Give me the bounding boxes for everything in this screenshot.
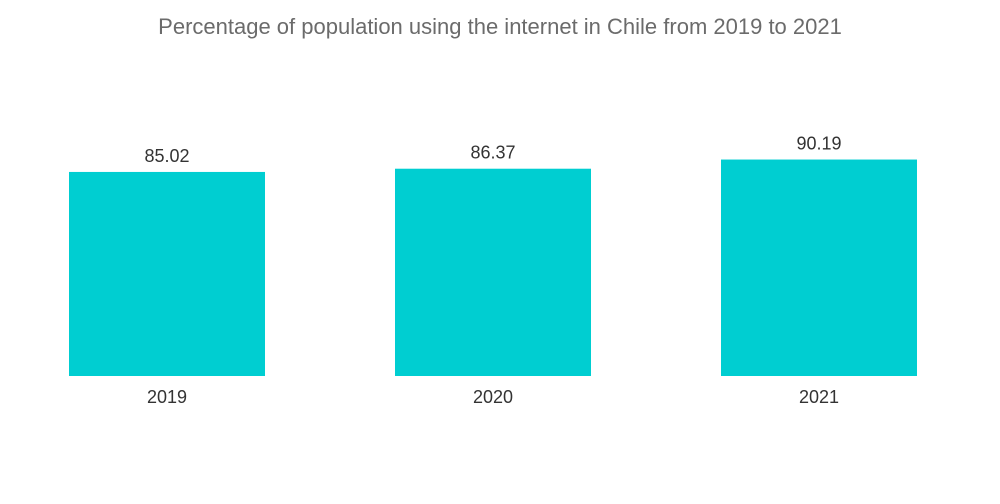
x-tick-label-2021: 2021 — [799, 387, 839, 407]
chart-title: Percentage of population using the inter… — [158, 14, 842, 39]
x-tick-label-2019: 2019 — [147, 387, 187, 407]
bar-2021 — [721, 159, 917, 376]
value-label-2020: 86.37 — [470, 143, 515, 163]
value-label-2021: 90.19 — [796, 134, 841, 154]
bar-2020 — [395, 168, 591, 376]
x-tick-label-2020: 2020 — [473, 387, 513, 407]
value-label-2019: 85.02 — [144, 146, 189, 166]
bar-2019 — [69, 171, 265, 376]
